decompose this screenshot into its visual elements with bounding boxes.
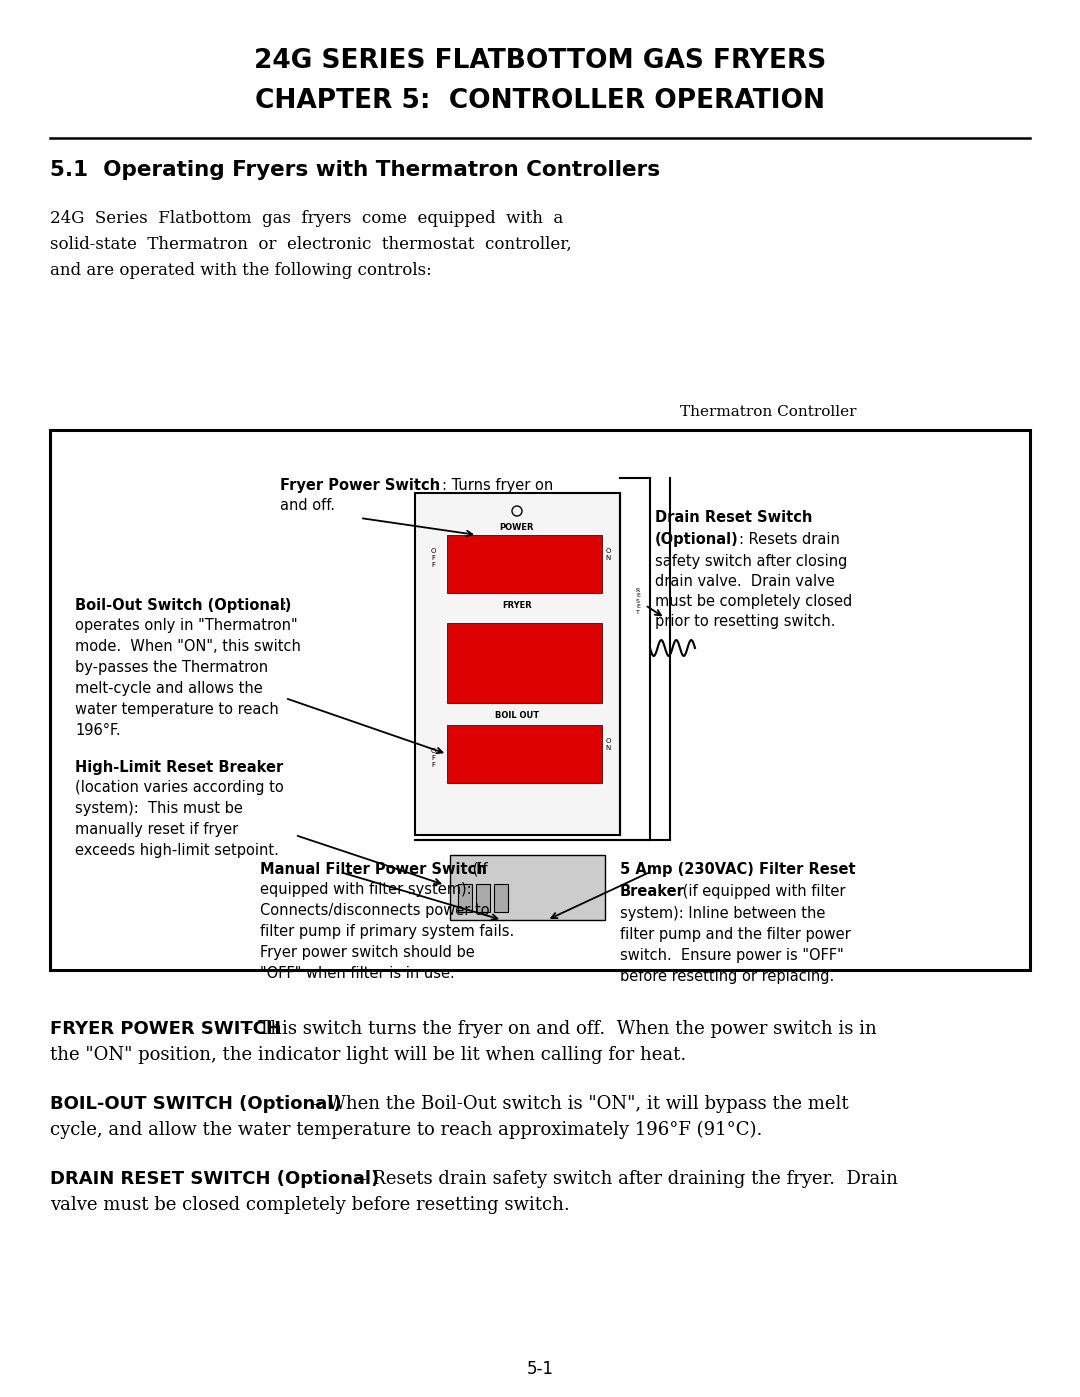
Text: BOIL-OUT SWITCH (Optional): BOIL-OUT SWITCH (Optional) [50, 1095, 341, 1113]
Text: Boil-Out Switch (Optional): Boil-Out Switch (Optional) [75, 598, 292, 613]
Text: BOIL OUT: BOIL OUT [495, 711, 539, 719]
Text: system): Inline between the: system): Inline between the [620, 907, 825, 921]
Text: 5 Amp (230VAC) Filter Reset: 5 Amp (230VAC) Filter Reset [620, 862, 855, 877]
Text: : Turns fryer on: : Turns fryer on [442, 478, 553, 493]
Text: mode.  When "ON", this switch: mode. When "ON", this switch [75, 638, 301, 654]
Text: cycle, and allow the water temperature to reach approximately 196°F (91°C).: cycle, and allow the water temperature t… [50, 1120, 762, 1139]
Bar [458, 884, 472, 912]
Text: must be completely closed: must be completely closed [654, 594, 852, 609]
Text: 5.1  Operating Fryers with Thermatron Controllers: 5.1 Operating Fryers with Thermatron Con… [50, 161, 660, 180]
Text: Thermatron Controller: Thermatron Controller [680, 405, 856, 419]
Text: 196°F.: 196°F. [75, 724, 121, 738]
Text: filter pump if primary system fails.: filter pump if primary system fails. [260, 923, 514, 939]
Bar [447, 623, 602, 703]
Text: 24G  Series  Flatbottom  gas  fryers  come  equipped  with  a: 24G Series Flatbottom gas fryers come eq… [50, 210, 564, 226]
Text: water temperature to reach: water temperature to reach [75, 703, 279, 717]
Bar [50, 430, 1030, 970]
Text: :: : [281, 598, 286, 613]
Text: Breaker: Breaker [620, 884, 685, 900]
Bar [450, 855, 605, 921]
Text: switch.  Ensure power is "OFF": switch. Ensure power is "OFF" [620, 949, 843, 963]
Text: prior to resetting switch.: prior to resetting switch. [654, 615, 836, 629]
Text: Drain Reset Switch: Drain Reset Switch [654, 510, 812, 525]
Text: O
N: O N [605, 738, 610, 752]
Text: equipped with filter system):: equipped with filter system): [260, 882, 472, 897]
Text: by-passes the Thermatron: by-passes the Thermatron [75, 659, 268, 675]
Text: O
F
F: O F F [430, 548, 435, 569]
Text: the "ON" position, the indicator light will be lit when calling for heat.: the "ON" position, the indicator light w… [50, 1046, 686, 1065]
Text: FRYER POWER SWITCH: FRYER POWER SWITCH [50, 1020, 281, 1038]
Text: exceeds high-limit setpoint.: exceeds high-limit setpoint. [75, 842, 279, 858]
Text: Connects/disconnects power to: Connects/disconnects power to [260, 902, 489, 918]
Text: – When the Boil-Out switch is "ON", it will bypass the melt: – When the Boil-Out switch is "ON", it w… [307, 1095, 849, 1113]
Text: – This switch turns the fryer on and off.  When the power switch is in: – This switch turns the fryer on and off… [238, 1020, 877, 1038]
Text: "OFF" when filter is in use.: "OFF" when filter is in use. [260, 965, 455, 981]
Text: O
N: O N [605, 548, 610, 562]
Text: 5-1: 5-1 [527, 1361, 554, 1377]
Bar [476, 884, 490, 912]
Text: safety switch after closing: safety switch after closing [654, 555, 848, 569]
Text: Fryer power switch should be: Fryer power switch should be [260, 944, 475, 960]
Text: 24G SERIES FLATBOTTOM GAS FRYERS: 24G SERIES FLATBOTTOM GAS FRYERS [254, 47, 826, 74]
Bar [494, 884, 508, 912]
Text: (Optional): (Optional) [654, 532, 739, 548]
Text: filter pump and the filter power: filter pump and the filter power [620, 928, 851, 942]
Text: before resetting or replacing.: before resetting or replacing. [620, 970, 834, 983]
Bar [415, 493, 620, 835]
Text: : Resets drain: : Resets drain [739, 532, 840, 548]
Text: and are operated with the following controls:: and are operated with the following cont… [50, 263, 432, 279]
Text: – Resets drain safety switch after draining the fryer.  Drain: – Resets drain safety switch after drain… [352, 1171, 897, 1187]
Text: High-Limit Reset Breaker: High-Limit Reset Breaker [75, 760, 283, 775]
Text: DRAIN RESET SWITCH (Optional): DRAIN RESET SWITCH (Optional) [50, 1171, 379, 1187]
Text: Fryer Power Switch: Fryer Power Switch [280, 478, 441, 493]
Text: system):  This must be: system): This must be [75, 800, 243, 816]
Text: R
E
S
E
T: R E S E T [636, 588, 640, 615]
Text: CHAPTER 5:  CONTROLLER OPERATION: CHAPTER 5: CONTROLLER OPERATION [255, 88, 825, 115]
Text: O
F
F: O F F [430, 747, 435, 768]
Text: (if equipped with filter: (if equipped with filter [678, 884, 846, 900]
Text: melt-cycle and allows the: melt-cycle and allows the [75, 680, 262, 696]
Text: manually reset if fryer: manually reset if fryer [75, 821, 239, 837]
Text: operates only in "Thermatron": operates only in "Thermatron" [75, 617, 298, 633]
Text: POWER: POWER [500, 522, 535, 532]
Text: and off.: and off. [280, 497, 335, 513]
Bar [447, 725, 602, 782]
Text: Manual Filter Power Switch: Manual Filter Power Switch [260, 862, 487, 877]
Text: (if: (if [468, 862, 488, 877]
Text: (location varies according to: (location varies according to [75, 780, 284, 795]
Text: valve must be closed completely before resetting switch.: valve must be closed completely before r… [50, 1196, 570, 1214]
Text: drain valve.  Drain valve: drain valve. Drain valve [654, 574, 835, 590]
Text: FRYER: FRYER [502, 601, 531, 610]
Bar [447, 535, 602, 592]
Text: solid-state  Thermatron  or  electronic  thermostat  controller,: solid-state Thermatron or electronic the… [50, 236, 571, 253]
